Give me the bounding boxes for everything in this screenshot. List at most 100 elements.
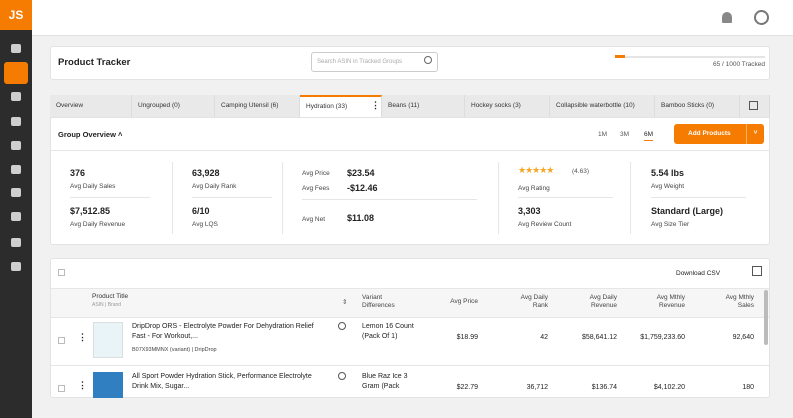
nav-icon[interactable] xyxy=(11,165,21,174)
column-header[interactable]: Avg Price xyxy=(450,298,478,305)
add-products-button[interactable]: Add Products ˅ xyxy=(674,124,764,144)
row-menu[interactable]: ⋮ xyxy=(78,332,87,342)
range[interactable]: 1M xyxy=(598,131,608,138)
column-header[interactable]: Variant Differences xyxy=(362,294,395,309)
search-input[interactable]: Search ASIN in Tracked Groups xyxy=(311,52,438,72)
column-header: Product Title xyxy=(92,293,129,300)
scrollbar[interactable] xyxy=(764,290,768,345)
stat-value: 63,928 xyxy=(192,168,220,178)
stat-label: Avg Daily Sales xyxy=(70,183,116,190)
bell-icon[interactable] xyxy=(722,12,732,23)
user-icon[interactable] xyxy=(754,10,769,25)
tab-menu[interactable]: ⋮ xyxy=(371,100,380,110)
variant: Blue Raz Ice 3 Gram (Pack xyxy=(362,373,408,390)
divider xyxy=(282,162,283,234)
settings-icon[interactable] xyxy=(752,266,762,276)
tab[interactable]: Overview xyxy=(50,95,132,117)
nav-icon[interactable] xyxy=(11,92,21,101)
column-header[interactable]: Avg Daily Revenue xyxy=(589,294,617,309)
sort-icon[interactable]: ⇕ xyxy=(342,299,348,306)
tab[interactable]: Beans (11) xyxy=(382,95,465,117)
rank: 42 xyxy=(540,334,548,341)
product-image xyxy=(93,372,123,398)
group-overview xyxy=(50,117,770,245)
nav-active[interactable] xyxy=(4,62,28,84)
stat-value: $23.54 xyxy=(347,168,375,178)
stat-value: $7,512.85 xyxy=(70,206,111,216)
stat-value: $11.08 xyxy=(347,213,375,223)
product-table xyxy=(50,258,770,398)
rating-value: (4.63) xyxy=(572,168,589,175)
column-subheader: ASIN | Brand xyxy=(92,302,122,308)
stat-value: 3,303 xyxy=(518,206,541,216)
stat-label: Avg LQS xyxy=(192,221,218,228)
variant: Lemon 16 Count (Pack Of 1) xyxy=(362,323,414,340)
stat-value: 6/10 xyxy=(192,206,210,216)
nav-icon[interactable] xyxy=(11,262,21,271)
stat-label: Avg Rating xyxy=(518,185,550,192)
divider xyxy=(630,162,631,234)
top-bar xyxy=(32,0,793,36)
add-tab-icon[interactable] xyxy=(749,101,758,110)
divider xyxy=(50,150,770,151)
row-divider xyxy=(51,365,769,366)
group-title[interactable]: Group Overview ˄ xyxy=(58,130,123,139)
product-asin: B07X93MMNX (variant) | DripDrop xyxy=(132,347,217,353)
progress-fill xyxy=(615,55,625,58)
checkbox[interactable] xyxy=(58,337,65,344)
nav-home[interactable] xyxy=(11,44,21,53)
divider xyxy=(651,197,746,198)
tab[interactable]: Collapsible waterbottle (10) xyxy=(550,95,655,117)
tab[interactable]: Ungrouped (0) xyxy=(132,95,215,117)
nav-icon[interactable] xyxy=(11,188,21,197)
logo[interactable]: JS xyxy=(0,0,32,30)
divider xyxy=(518,197,613,198)
stat-value: Standard (Large) xyxy=(651,206,724,216)
stat-label: Avg Weight xyxy=(651,183,685,190)
variant-icon xyxy=(338,372,346,380)
column-header[interactable]: Avg Daily Rank xyxy=(520,294,548,309)
table-header xyxy=(51,288,769,318)
column-header[interactable]: Avg Mthly Sales xyxy=(725,294,754,309)
divider xyxy=(498,162,499,234)
tab-add[interactable] xyxy=(740,95,770,117)
group-title-text: Group Overview xyxy=(58,130,116,139)
variant-icon xyxy=(338,322,346,330)
stat-value: 376 xyxy=(70,168,86,178)
monthly-sales: 180 xyxy=(742,384,754,391)
stat-label: Avg Size Tier xyxy=(651,221,690,228)
tab-active[interactable]: Hydration (33) xyxy=(300,95,382,117)
divider xyxy=(192,197,272,198)
tab[interactable]: Bamboo Sticks (0) xyxy=(655,95,740,117)
nav-icon[interactable] xyxy=(11,238,21,247)
range-active[interactable]: 6M xyxy=(644,131,654,141)
tab[interactable]: Camping Utensil (6) xyxy=(215,95,300,117)
stat-label: Avg Review Count xyxy=(518,221,572,228)
stat-label: Avg Daily Rank xyxy=(192,183,237,190)
rank: 36,712 xyxy=(526,384,548,391)
column-header[interactable]: Avg Mthly Revenue xyxy=(656,294,685,309)
row-menu[interactable]: ⋮ xyxy=(78,380,87,390)
divider xyxy=(70,197,150,198)
nav-icon[interactable] xyxy=(11,141,21,150)
stat-label: Avg Price xyxy=(302,170,330,177)
checkbox[interactable] xyxy=(58,385,65,392)
price: $18.99 xyxy=(456,334,478,341)
search-icon[interactable] xyxy=(424,56,432,64)
nav-icon[interactable] xyxy=(11,212,21,221)
product-title[interactable]: All Sport Powder Hydration Stick, Perfor… xyxy=(132,373,312,390)
button-label: Add Products xyxy=(688,130,731,137)
range[interactable]: 3M xyxy=(620,131,630,138)
price: $22.79 xyxy=(456,384,478,391)
daily-revenue: $58,641.12 xyxy=(581,334,617,341)
download-csv[interactable]: Download CSV xyxy=(676,270,721,277)
tab[interactable]: Hockey socks (3) xyxy=(465,95,550,117)
divider xyxy=(302,199,477,200)
monthly-revenue: $4,102.20 xyxy=(653,384,685,391)
product-title[interactable]: DripDrop ORS - Electrolyte Powder For De… xyxy=(132,323,314,340)
tracked-count: 65 / 1000 Tracked xyxy=(712,61,765,68)
checkbox[interactable] xyxy=(58,269,65,276)
progress-track xyxy=(615,56,765,58)
nav-icon[interactable] xyxy=(11,117,21,126)
